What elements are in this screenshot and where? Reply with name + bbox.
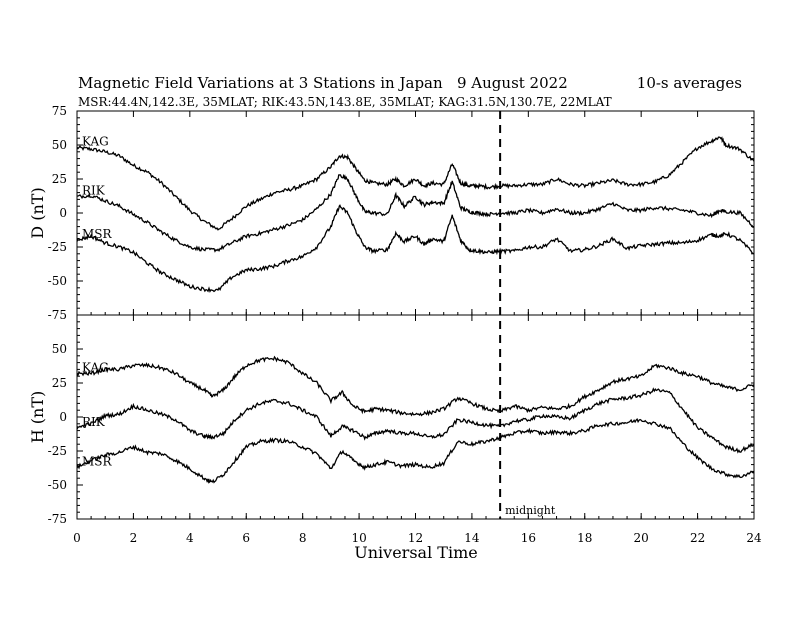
x-tick-label: 12: [408, 531, 423, 545]
x-tick-label: 24: [746, 531, 762, 545]
y-axis-label: D (nT): [28, 187, 47, 238]
y-tick-label: 0: [59, 410, 67, 424]
x-tick-label: 16: [521, 531, 536, 545]
series-label-kag: KAG: [82, 360, 109, 374]
series-line-kag: [76, 136, 755, 231]
x-axis-label: Universal Time: [354, 543, 477, 562]
series-label-msr: MSR: [82, 227, 113, 241]
series-line-msr: [76, 204, 755, 293]
x-tick-label: 6: [242, 531, 250, 545]
chart-subtitle: MSR:44.4N,142.3E, 35MLAT; RIK:43.5N,143.…: [78, 95, 612, 109]
y-tick-label: -50: [48, 274, 67, 288]
x-tick-label: 22: [690, 531, 705, 545]
midnight-label: midnight: [505, 504, 556, 517]
series-line-msr: [76, 418, 755, 484]
y-tick-label: 50: [52, 342, 67, 356]
chart-date: 9 August 2022: [457, 74, 568, 92]
x-tick-label: 20: [634, 531, 649, 545]
series-label-kag: KAG: [82, 135, 109, 149]
y-tick-label: -25: [48, 240, 67, 254]
series-label-rik: RIK: [82, 184, 106, 198]
x-axis: 0 2 4 6 8 10 12 14 16 18 20 22 24: [73, 531, 762, 545]
y-tick-label: 0: [59, 206, 67, 220]
y-tick-label: -75: [48, 308, 67, 322]
x-tick-label: 0: [73, 531, 81, 545]
y-tick-label: -25: [48, 444, 67, 458]
series-line-kag: [76, 355, 755, 417]
panel-h: 50 25 0 -25 -50 -75 H (nT) KAG RIK MSR: [28, 314, 755, 526]
y-axis-label: H (nT): [28, 391, 47, 444]
y-tick-label: 75: [52, 104, 67, 118]
y-tick-label: 25: [52, 172, 67, 186]
x-tick-label: 10: [351, 531, 366, 545]
series-label-msr: MSR: [82, 454, 113, 468]
x-tick-label: 8: [299, 531, 307, 545]
series-line-rik: [76, 387, 755, 454]
series-label-rik: RIK: [82, 415, 106, 429]
x-tick-label: 4: [186, 531, 194, 545]
panel-frame: [76, 110, 755, 316]
series-line-rik: [76, 173, 755, 253]
y-tick-label: 50: [52, 138, 67, 152]
chart-averages: 10-s averages: [637, 74, 742, 92]
panel-frame: [76, 314, 755, 520]
y-tick-label: 25: [52, 376, 67, 390]
x-tick-label: 14: [464, 531, 480, 545]
x-tick-label: 18: [577, 531, 592, 545]
x-tick-label: 2: [130, 531, 138, 545]
panel-d: 75 50 25 0 -25 -50 -75 D (nT) KAG RIK MSR: [28, 104, 755, 322]
y-tick-label: -50: [48, 478, 67, 492]
chart-title: Magnetic Field Variations at 3 Stations …: [78, 74, 443, 92]
y-tick-label: -75: [48, 512, 67, 526]
